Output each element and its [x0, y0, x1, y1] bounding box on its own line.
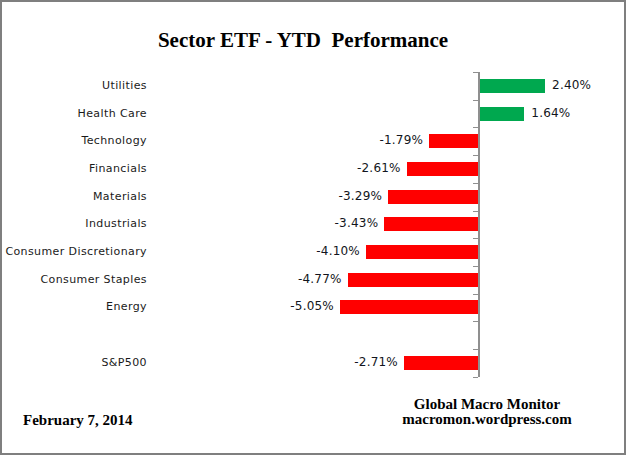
category-label: Industrials	[2, 217, 147, 231]
brand-name: Global Macro Monitor	[376, 397, 598, 412]
axis-tick	[473, 183, 478, 184]
category-label: Energy	[2, 300, 147, 314]
category-label: Consumer Discretionary	[2, 245, 147, 259]
value-label: -2.71%	[354, 355, 398, 370]
axis-tick	[473, 211, 478, 212]
category-label: S&P500	[2, 356, 147, 370]
bar-chart-plot: Utilities 2.40% Health Care 1.64% Technology…	[2, 2, 624, 453]
value-label: -5.05%	[290, 299, 334, 314]
category-label: Financials	[2, 162, 147, 176]
bar	[429, 134, 478, 148]
bar	[388, 190, 478, 204]
axis-tick	[473, 127, 478, 128]
axis-tick	[473, 377, 478, 378]
axis-tick	[473, 155, 478, 156]
bar	[480, 79, 546, 93]
axis-tick	[473, 321, 478, 322]
value-label: -3.43%	[335, 216, 379, 231]
value-label: -3.29%	[338, 189, 382, 204]
footer-branding: Global Macro Monitor macromon.wordpress.…	[376, 397, 598, 427]
axis-tick	[473, 72, 478, 73]
axis-tick	[473, 238, 478, 239]
category-label: Materials	[2, 190, 147, 204]
bar	[366, 245, 478, 259]
bar	[384, 217, 478, 231]
bar	[407, 162, 478, 176]
axis-tick	[473, 266, 478, 267]
chart-frame: Sector ETF - YTD Performance Utilities2.…	[0, 0, 626, 455]
value-label: -4.77%	[298, 272, 342, 287]
footer-date: February 7, 2014	[23, 412, 133, 429]
bar	[404, 356, 478, 370]
axis-tick	[473, 100, 478, 101]
bar	[348, 273, 478, 287]
bar	[480, 107, 525, 121]
value-label: -4.10%	[316, 244, 360, 259]
value-label: -1.79%	[379, 133, 423, 148]
value-label: 1.64%	[531, 106, 570, 121]
category-label: Health Care	[2, 107, 147, 121]
category-label: Technology	[2, 134, 147, 148]
category-label: Utilities	[2, 79, 147, 93]
bar	[340, 300, 478, 314]
value-label: 2.40%	[552, 78, 591, 93]
axis-tick	[473, 294, 478, 295]
axis-tick	[473, 349, 478, 350]
category-label: Consumer Staples	[2, 273, 147, 287]
brand-url: macromon.wordpress.com	[376, 412, 598, 427]
value-label: -2.61%	[357, 161, 401, 176]
